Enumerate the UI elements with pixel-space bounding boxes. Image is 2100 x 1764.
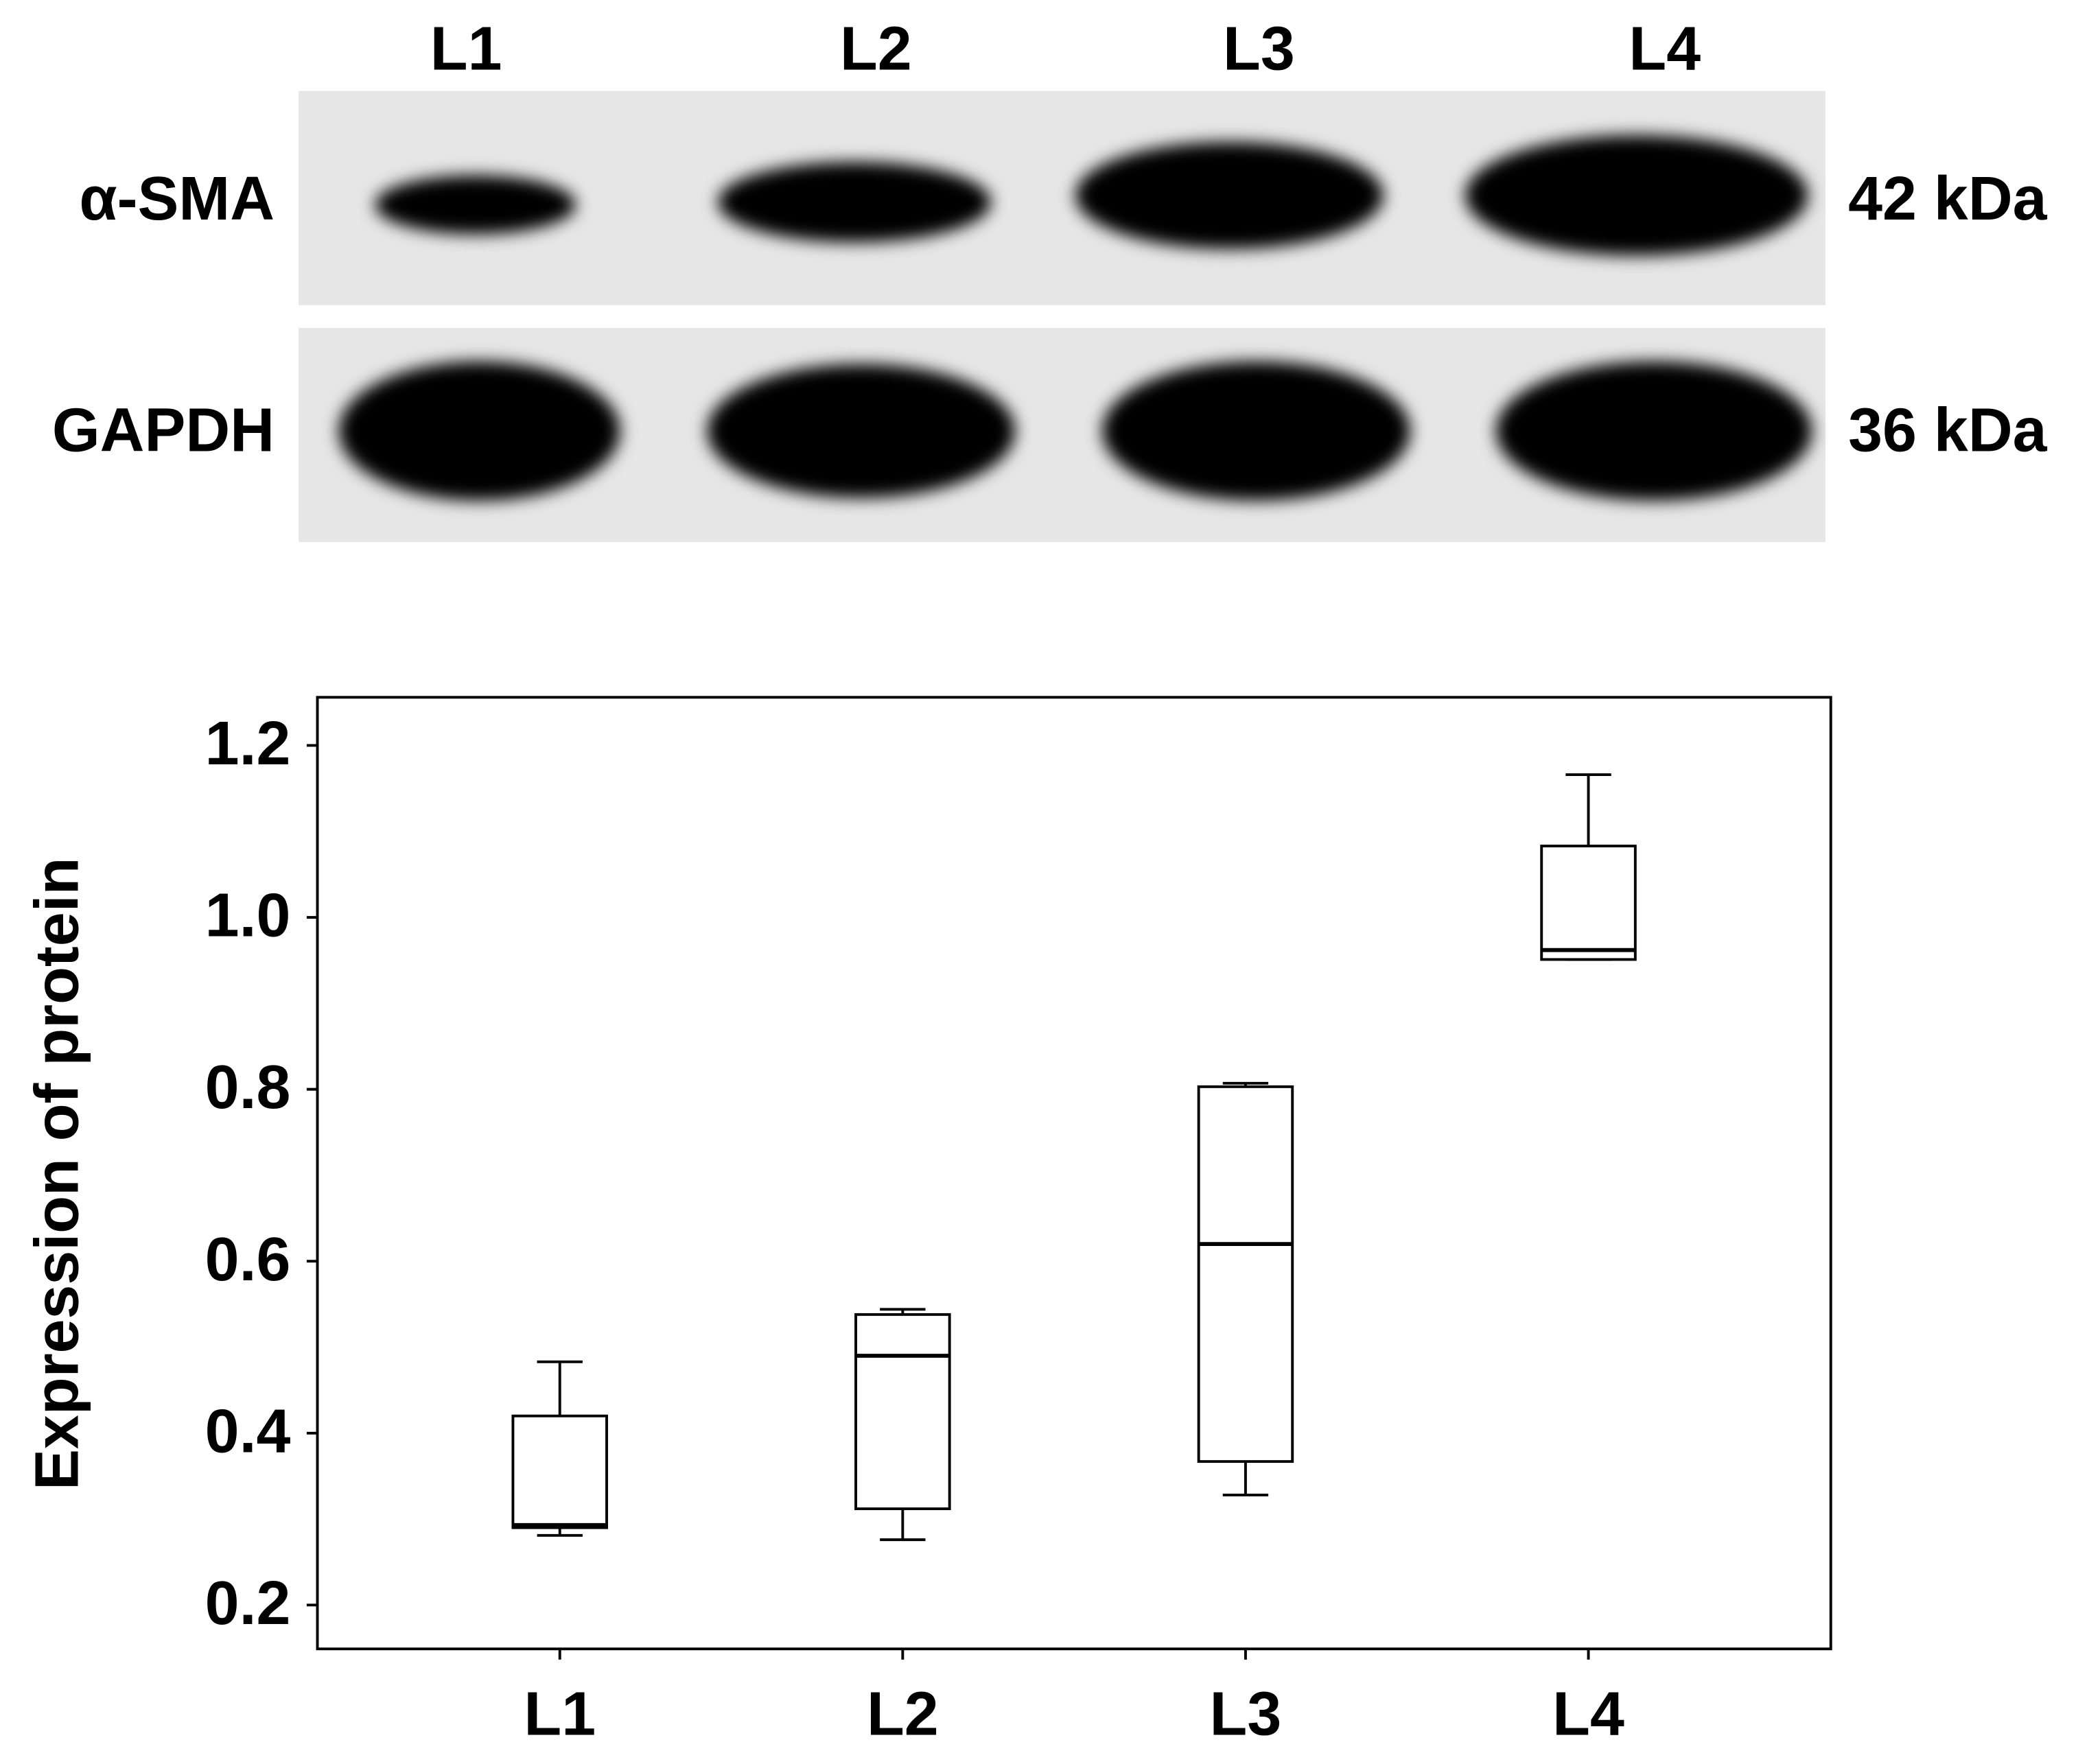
lane-label: L4 (1629, 15, 1701, 84)
y-tick-label: 0.8 (205, 1053, 291, 1122)
y-tick-label: 1.0 (205, 882, 291, 950)
lane-label: L2 (840, 15, 912, 84)
y-axis-label: Expression of protein (23, 858, 91, 1490)
y-tick-label: 0.6 (205, 1225, 291, 1294)
band (338, 361, 620, 501)
x-tick-label: L4 (1552, 1680, 1624, 1748)
box (854, 1313, 951, 1510)
row-label: GAPDH (52, 397, 275, 465)
lane-label: L3 (1223, 15, 1295, 84)
band (718, 162, 992, 243)
row-label: α-SMA (79, 165, 275, 233)
band (1102, 361, 1410, 501)
x-tick-label: L2 (867, 1680, 939, 1748)
band (1075, 141, 1384, 249)
y-tick-label: 1.2 (205, 709, 291, 778)
size-label: 36 kDa (1848, 397, 2048, 465)
band (707, 364, 1016, 498)
band (375, 175, 576, 235)
band (1465, 135, 1808, 256)
box-plot: Expression of protein 0.2 0.4 0.6 0.8 1.0 1.2… (23, 696, 1832, 1748)
plot-frame (316, 696, 1832, 1651)
box (511, 1414, 608, 1529)
lane-label: L1 (430, 15, 502, 84)
size-label: 42 kDa (1848, 165, 2048, 233)
western-blot: L1 L2 L3 L4 α-SMA GAPDH 42 kDa 36 kDa (52, 15, 2048, 543)
x-tick-label: L1 (524, 1680, 596, 1748)
band (1495, 361, 1812, 501)
box (1197, 1085, 1294, 1463)
x-tick-label: L3 (1210, 1680, 1282, 1748)
box (1540, 845, 1637, 961)
y-tick-label: 0.2 (205, 1569, 291, 1638)
y-tick-label: 0.4 (205, 1397, 291, 1466)
